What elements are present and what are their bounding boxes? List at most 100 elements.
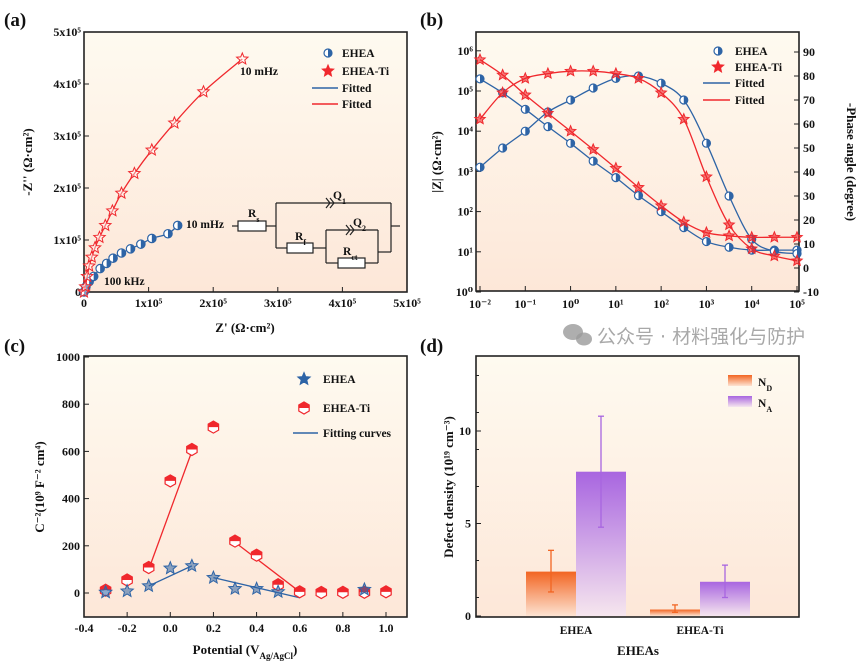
data-point-ehea [724,242,734,252]
y-tick-label-b: 10³ [457,164,473,178]
circuit-label-rs: Rs [248,208,259,224]
legend-label-ehea-ti-c: EHEA-Ti [323,403,371,415]
data-point-ehea-fill [121,248,126,258]
data-point-ehea-ti [78,279,93,293]
data-point-ehea-ti [164,474,177,488]
data-point-ehea-fill [683,96,688,104]
data-point-ehea [184,558,200,573]
y2-tick-label-b: 20 [803,213,815,227]
data-point-ehea-ti [654,198,668,212]
data-point-ehea [724,191,734,201]
data-point-ehea-ti-fill [294,585,305,592]
data-point-ehea-fill [140,239,146,249]
equivalent-circuit [232,197,400,269]
plot-c-frame [83,355,408,618]
data-point-ehea-fill [706,237,711,246]
x-axis-label-c-main: Potential (V [193,642,260,657]
x-tick-label-a: 5x10⁵ [393,296,421,310]
x-tick-label-c: 0.4 [249,621,264,635]
data-point-ehea [205,569,221,584]
plot-d-frame [475,355,800,618]
data-point-ehea-ti-fill [316,586,327,593]
y2-tick-label-b: 60 [803,117,815,131]
data-point-ehea-ti [609,66,623,80]
circuit-label-rs-base: R [248,208,257,220]
data-point-ehea [520,126,530,136]
data-point-ehea [543,122,553,132]
y2-tick-label-b: 30 [803,189,815,203]
data-point-ehea-fill [706,139,711,148]
y-tick-label-b: 10⁵ [457,84,473,98]
x-tick-label-c: 0.2 [206,621,221,635]
x-tick-label-b: 10³ [699,297,715,311]
data-point-ehea [136,239,146,249]
data-point-ehea [656,78,666,88]
data-point-ehea-ti-fill [121,574,133,581]
y-tick-label-c: 1000 [56,350,80,364]
annotation-ehea-10mhz: 10 mHz [186,219,224,231]
legend-label-fitted-ti: Fitted [342,99,372,111]
data-point-ehea-ti [518,88,532,101]
data-point-ehea [147,233,157,244]
data-point-ehea [162,560,178,575]
x-tick-label-c: -0.4 [75,621,94,635]
data-point-ehea [475,162,485,172]
legend-swatch-nd [728,375,752,386]
plot-a-frame [83,31,408,293]
y-tick-label-c: 600 [62,444,80,458]
data-point-ehea-ti [82,258,97,272]
data-point-ehea [141,578,157,593]
circuit-label-rct-sub: ct [351,253,358,262]
data-point-ehea [227,580,243,596]
data-point-ehea-ti [167,115,182,129]
data-point-ehea-ti [473,112,487,125]
panel-label-b: (b) [420,10,443,31]
data-point-ehea-fill [525,105,530,114]
data-point-ehea-ti [88,240,102,254]
watermark: 公众号 · 材料强化与防护 [563,324,805,348]
y2-tick-label-b: -10 [803,285,819,299]
data-point-ehea-fill [151,234,157,243]
circuit-label-q2: Q2 [353,217,366,233]
x-tick-label-c: 0.0 [163,621,178,635]
data-point-ehea-ti-fill [165,474,176,481]
data-point-ehea-ti [92,230,107,244]
data-point-ehea-fill [797,249,801,258]
data-point-ehea-ti [699,169,713,183]
data-point-ehea-ti [80,269,95,283]
circuit-label-rf-sub: f [303,238,306,247]
legend-marker-ehea-fill [328,49,332,57]
fit-line-ehea-ti [83,58,243,293]
data-point-ehea-fill [130,244,135,254]
x-tick-label-a: 4x10⁵ [329,296,357,310]
data-point-ehea-ti [496,68,510,81]
y-tick-label-c: 400 [62,492,80,506]
x-axis-label-c: Potential (VAg/AgCl) [193,642,298,661]
data-point-ehea [163,228,173,239]
y-axis-label-b: |Z| (Ω·cm²) [429,131,444,193]
data-point-ehea-ti [745,241,759,255]
x-tick-label-c: -0.2 [118,621,137,635]
data-point-ehea [356,581,372,596]
data-point-ehea [565,95,576,105]
data-point-ehea-ti [337,585,349,599]
data-point-ehea-fill [615,173,620,182]
data-point-ehea-ti [677,215,691,228]
legend-marker-ehea-ti-b [711,59,725,73]
x-tick-label-a: 1x10⁵ [135,296,163,310]
data-point-ehea-ti [207,420,220,434]
data-point-ehea-ti [767,249,781,262]
y-tick-label-a: 2x10⁵ [53,181,81,195]
y-axis-label-d: Defect density (10¹⁹ cm⁻³) [441,416,456,558]
data-point-ehea-fill [480,74,484,83]
data-point-ehea [520,104,530,114]
data-point-ehea-ti [196,84,211,98]
x-tick-label-a: 2x10⁵ [199,296,227,310]
legend-marker-ehea-c [296,371,312,386]
data-point-ehea-fill [93,272,98,281]
circuit-label-q1: Q1 [333,190,346,206]
legend-label-ehea-ti: EHEA-Ti [342,66,390,78]
legend-marker-ehea-ti-c [298,401,310,415]
data-point-ehea-fill [525,127,530,136]
